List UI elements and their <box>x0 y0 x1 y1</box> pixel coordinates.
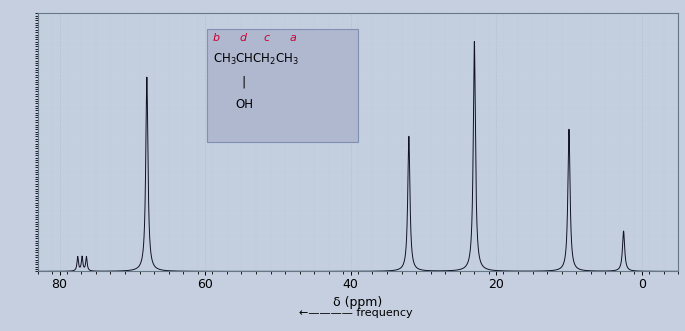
Text: |: | <box>242 75 246 88</box>
Text: a: a <box>289 33 296 43</box>
Text: ←———— frequency: ←———— frequency <box>299 308 413 318</box>
Text: b: b <box>212 33 219 43</box>
FancyBboxPatch shape <box>208 29 358 142</box>
Text: OH: OH <box>235 98 253 112</box>
X-axis label: δ (ppm): δ (ppm) <box>334 296 382 308</box>
Text: c: c <box>264 33 270 43</box>
Text: d: d <box>239 33 246 43</box>
Text: CH$_3$CHCH$_2$CH$_3$: CH$_3$CHCH$_2$CH$_3$ <box>212 52 299 67</box>
